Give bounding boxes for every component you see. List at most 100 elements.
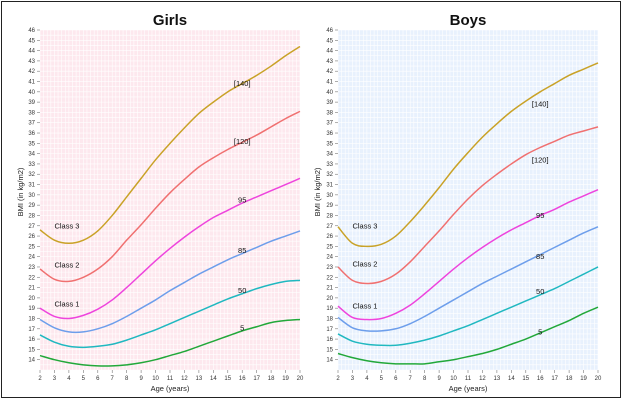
- girls-curve-label: 50: [238, 286, 246, 295]
- boys-y-tick-label: 30: [326, 193, 333, 199]
- girls-x-tick-label: 10: [152, 376, 159, 382]
- boys-x-tick-label: 19: [580, 376, 587, 382]
- boys-x-tick-label: 17: [551, 376, 558, 382]
- boys-y-tick-label: 19: [326, 306, 333, 312]
- girls-curve-label: 85: [238, 246, 246, 255]
- girls-x-tick-label: 16: [239, 376, 246, 382]
- boys-y-tick-label: 21: [326, 286, 333, 292]
- girls-y-tick-label: 37: [28, 121, 35, 127]
- boys-y-tick-label: 34: [326, 152, 333, 158]
- girls-x-tick-label: 20: [297, 376, 304, 382]
- boys-y-tick-label: 46: [326, 28, 333, 34]
- boys-y-tick-label: 41: [326, 80, 333, 86]
- girls-y-tick-label: 40: [28, 90, 35, 96]
- girls-curve-label: 95: [238, 196, 246, 205]
- boys-curve-label: 5: [538, 327, 542, 336]
- girls-chart-title: Girls: [153, 12, 187, 29]
- girls-y-tick-label: 14: [28, 358, 35, 364]
- boys-series-line-5: [337, 306, 599, 365]
- girls-x-tick-label: 5: [82, 376, 86, 382]
- boys-x-tick-label: 6: [394, 376, 398, 382]
- boys-y-tick-label: 42: [326, 69, 333, 75]
- girls-series-line-5: [39, 318, 301, 367]
- boys-x-tick-label: 12: [479, 376, 486, 382]
- boys-curve-label: 95: [536, 211, 544, 220]
- girls-x-tick-label: 6: [96, 376, 100, 382]
- boys-class-label: Class 1: [352, 302, 377, 311]
- boys-x-tick-label: 9: [437, 376, 441, 382]
- girls-series-line-4: [39, 279, 301, 349]
- boys-chart-title: Boys: [450, 12, 487, 29]
- boys-y-tick-label: 31: [326, 183, 333, 189]
- boys-x-tick-label: 2: [336, 376, 340, 382]
- girls-y-tick-label: 32: [28, 172, 35, 178]
- boys-y-tick-label: 27: [326, 224, 333, 230]
- boys-y-tick-label: 36: [326, 131, 333, 137]
- girls-y-tick-label: 16: [28, 337, 35, 343]
- girls-y-tick-label: 42: [28, 69, 35, 75]
- boys-x-tick-label: 20: [595, 376, 602, 382]
- girls-y-tick-label: 24: [28, 255, 35, 261]
- girls-x-tick-label: 9: [139, 376, 143, 382]
- girls-y-tick-label: 23: [28, 265, 35, 271]
- girls-y-tick-label: 34: [28, 152, 35, 158]
- boys-series-line-3: [337, 226, 599, 332]
- boys-y-tick-label: 16: [326, 337, 333, 343]
- boys-curve-label: [120]: [532, 155, 549, 164]
- girls-y-tick-label: 27: [28, 224, 35, 230]
- boys-y-tick-label: 26: [326, 234, 333, 240]
- boys-y-tick-label: 24: [326, 255, 333, 261]
- girls-series-line-2: [39, 177, 301, 320]
- boys-x-tick-label: 7: [409, 376, 413, 382]
- boys-y-tick-label: 44: [326, 49, 333, 55]
- girls-y-tick-label: 39: [28, 100, 35, 106]
- girls-y-tick-label: 46: [28, 28, 35, 34]
- boys-y-tick-label: 43: [326, 59, 333, 65]
- girls-y-tick-label: 43: [28, 59, 35, 65]
- boys-series-line-2: [337, 189, 599, 321]
- boys-x-tick-label: 10: [450, 376, 457, 382]
- boys-class-label: Class 3: [352, 221, 377, 230]
- boys-x-tick-label: 18: [566, 376, 573, 382]
- girls-x-tick-label: 2: [38, 376, 42, 382]
- boys-y-tick-label: 35: [326, 141, 333, 147]
- girls-y-tick-label: 44: [28, 49, 35, 55]
- boys-y-tick-label: 15: [326, 347, 333, 353]
- girls-series-line-1: [39, 110, 301, 283]
- girls-x-axis-label: Age (years): [151, 384, 190, 393]
- boys-y-tick-label: 32: [326, 172, 333, 178]
- boys-x-axis-label: Age (years): [449, 384, 488, 393]
- girls-y-tick-label: 18: [28, 316, 35, 322]
- girls-x-tick-label: 8: [125, 376, 129, 382]
- boys-y-tick-label: 17: [326, 327, 333, 333]
- girls-y-tick-label: 38: [28, 110, 35, 116]
- boys-y-tick-label: 39: [326, 100, 333, 106]
- girls-panel: Girls Age (years) BMI (in kg/m2) 14 15 16 1…: [16, 12, 304, 393]
- girls-series-line-0: [39, 45, 301, 245]
- girls-x-tick-label: 7: [111, 376, 115, 382]
- girls-y-tick-label: 21: [28, 286, 35, 292]
- girls-series-line-3: [39, 230, 301, 334]
- girls-y-tick-label: 31: [28, 183, 35, 189]
- girls-x-tick-label: 15: [224, 376, 231, 382]
- girls-y-tick-label: 45: [28, 38, 35, 44]
- girls-y-tick-label: 15: [28, 347, 35, 353]
- girls-y-tick-label: 19: [28, 306, 35, 312]
- boys-series-line-1: [337, 126, 599, 285]
- boys-x-tick-label: 5: [380, 376, 384, 382]
- boys-y-tick-label: 37: [326, 121, 333, 127]
- boys-y-tick-label: 38: [326, 110, 333, 116]
- boys-y-tick-label: 29: [326, 203, 333, 209]
- boys-x-tick-label: 16: [537, 376, 544, 382]
- boys-y-tick-label: 22: [326, 275, 333, 281]
- boys-x-tick-label: 8: [423, 376, 427, 382]
- boys-x-tick-label: 3: [351, 376, 355, 382]
- girls-class-label: Class 3: [54, 221, 79, 230]
- boys-curve-label: [140]: [532, 100, 549, 109]
- girls-grid: [39, 29, 301, 371]
- girls-y-tick-label: 30: [28, 193, 35, 199]
- girls-curve-label: [120]: [234, 137, 251, 146]
- boys-x-tick-label: 15: [522, 376, 529, 382]
- girls-y-tick-label: 28: [28, 213, 35, 219]
- girls-y-axis-label: BMI (in kg/m2): [16, 167, 25, 216]
